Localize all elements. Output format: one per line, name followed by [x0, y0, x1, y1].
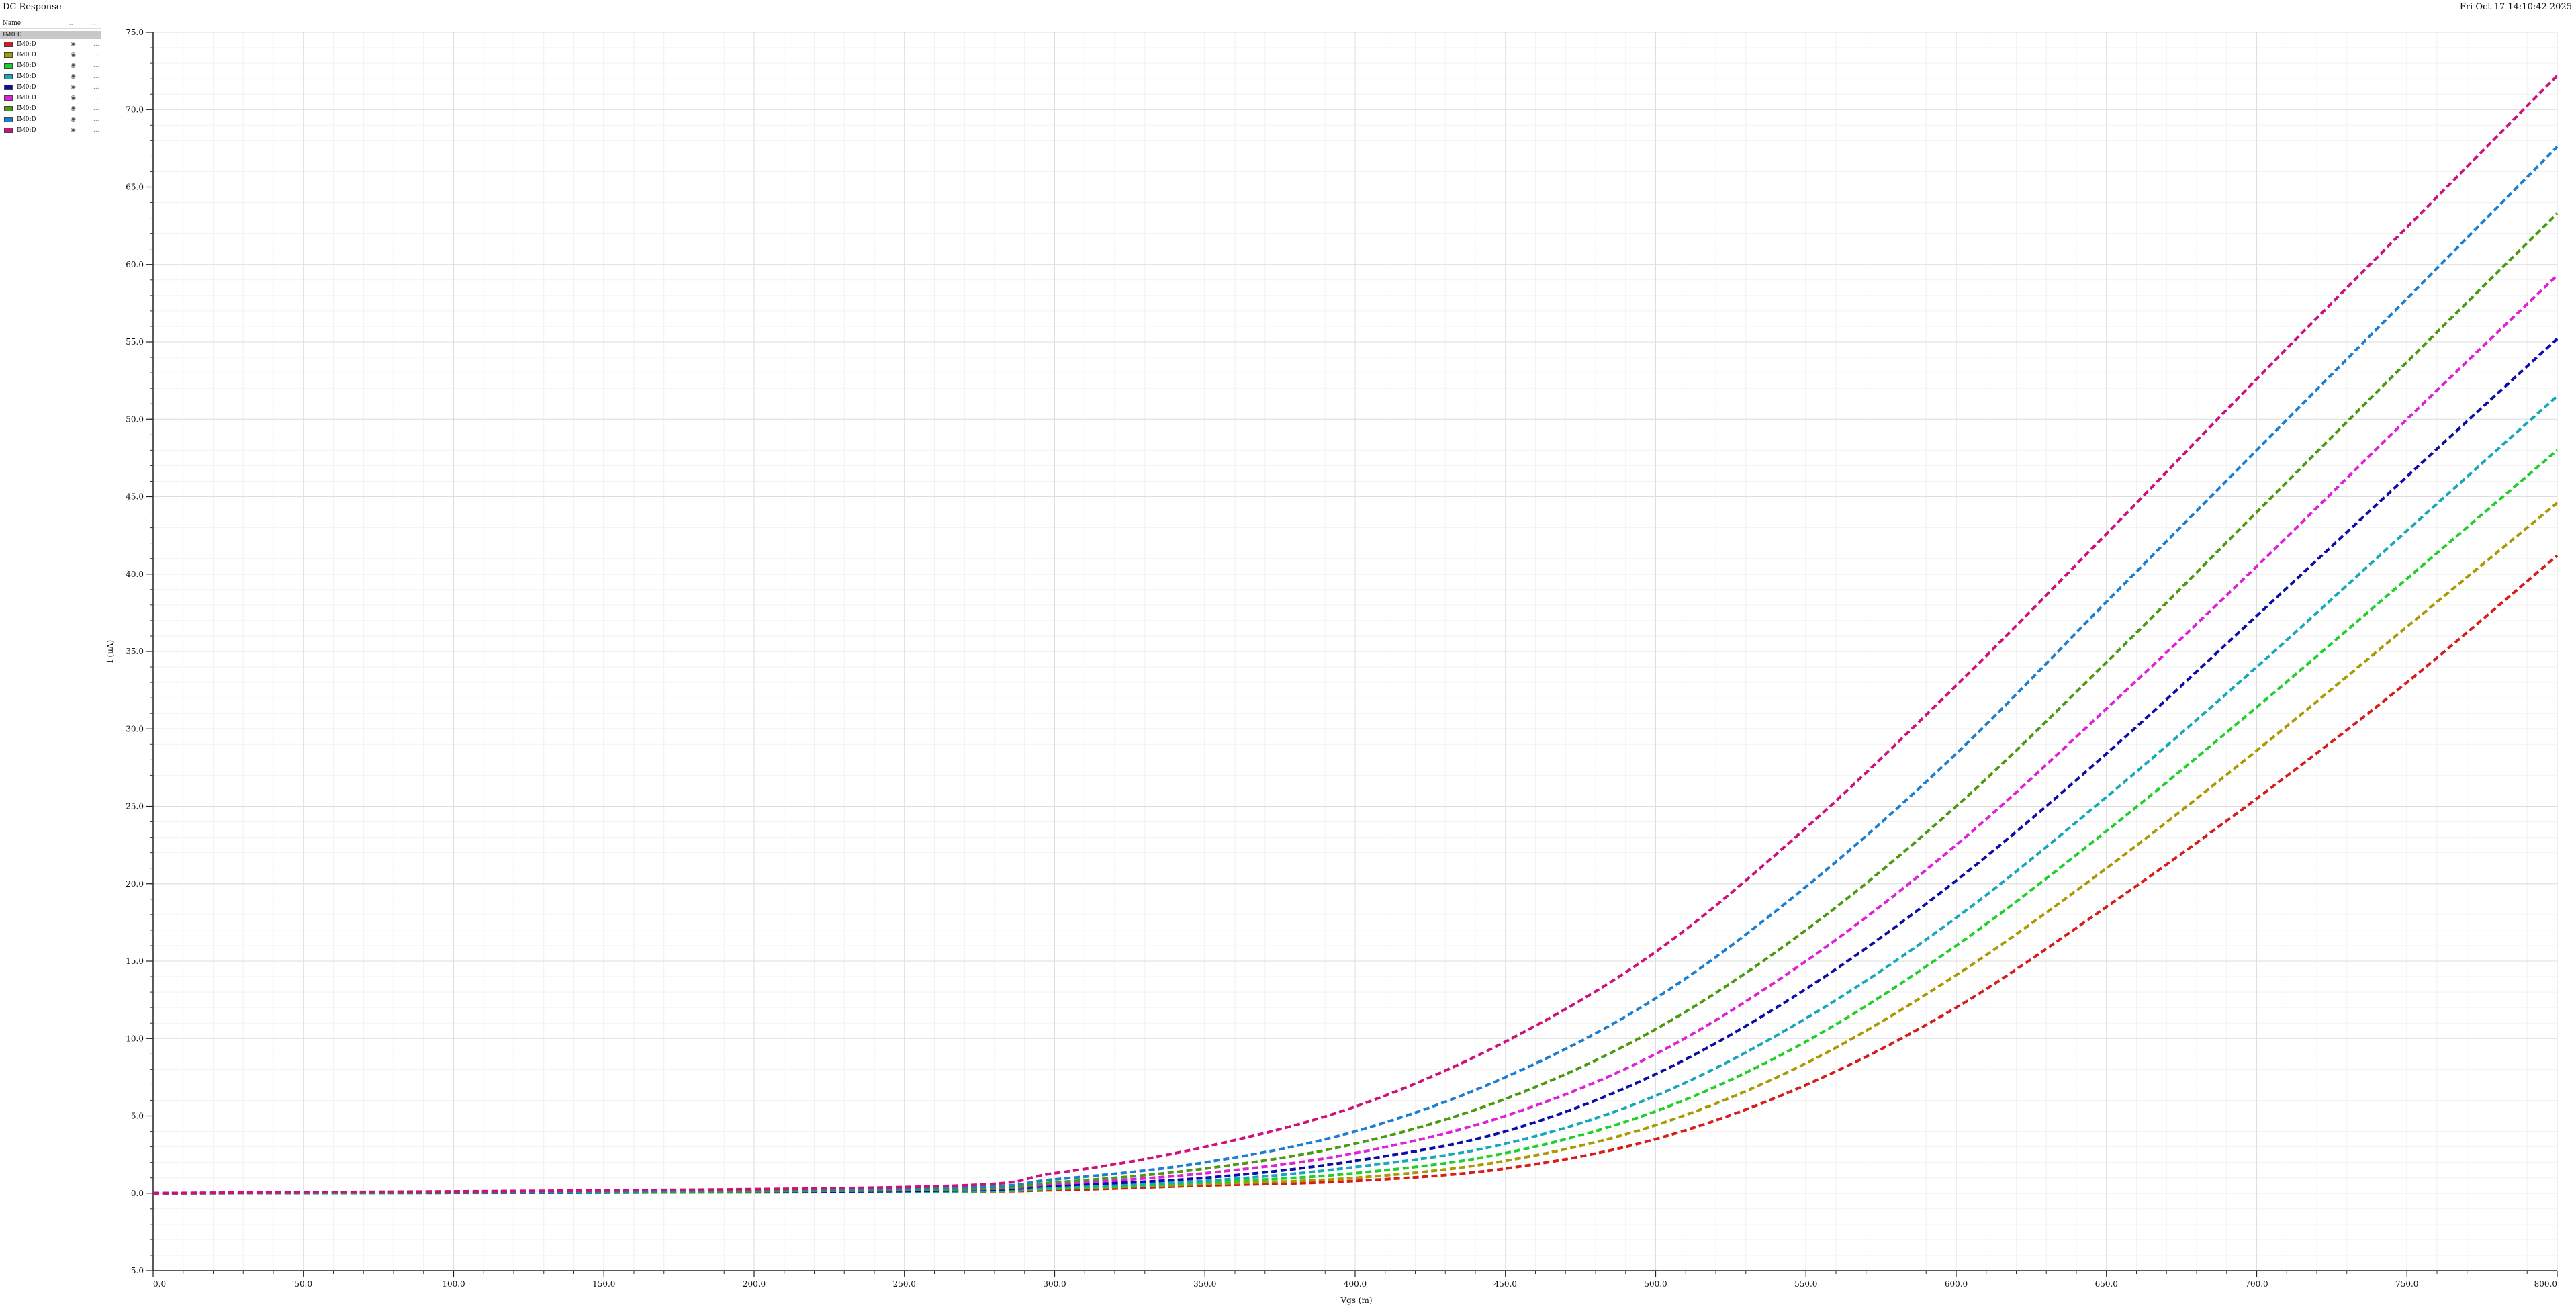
x-tick-label: 700.0 — [2245, 1279, 2268, 1289]
x-tick-label: 200.0 — [743, 1279, 766, 1289]
x-tick-label: 800.0 — [2534, 1279, 2557, 1289]
chart-grid — [153, 32, 2557, 1271]
x-tick-label: 150.0 — [592, 1279, 615, 1289]
x-tick-label: 550.0 — [1794, 1279, 1817, 1289]
y-axis-label: I (uA) — [105, 640, 115, 663]
x-tick-label: 600.0 — [1945, 1279, 1968, 1289]
x-tick-label: 50.0 — [294, 1279, 312, 1289]
x-tick-label: 500.0 — [1644, 1279, 1667, 1289]
x-tick-label: 250.0 — [893, 1279, 916, 1289]
x-axis-label: Vgs (m) — [1340, 1296, 1372, 1305]
y-tick-label: 30.0 — [126, 724, 144, 733]
y-tick-label: 60.0 — [126, 260, 144, 269]
y-tick-label: 25.0 — [126, 802, 144, 811]
x-tick-label: 0.0 — [153, 1279, 166, 1289]
y-tick-label: 20.0 — [126, 879, 144, 889]
y-tick-label: 40.0 — [126, 570, 144, 579]
y-tick-label: 35.0 — [126, 647, 144, 656]
y-tick-label: 45.0 — [126, 492, 144, 502]
y-tick-label: 5.0 — [131, 1112, 144, 1121]
x-tick-label: 300.0 — [1043, 1279, 1066, 1289]
y-tick-label: 75.0 — [126, 28, 144, 37]
x-tick-label: 450.0 — [1494, 1279, 1517, 1289]
y-tick-label: 0.0 — [131, 1189, 144, 1198]
y-tick-label: 65.0 — [126, 183, 144, 192]
y-tick-label: 50.0 — [126, 414, 144, 424]
y-tick-label: 15.0 — [126, 956, 144, 966]
x-tick-label: 350.0 — [1193, 1279, 1216, 1289]
chart-axes: 0.0 50.0 100.0 150.0 200.0 250.0 300.0 350.0 400… — [126, 28, 2557, 1289]
y-tick-label: 10.0 — [126, 1034, 144, 1043]
x-tick-label: 400.0 — [1344, 1279, 1367, 1289]
x-tick-label: 750.0 — [2395, 1279, 2418, 1289]
x-tick-label: 100.0 — [442, 1279, 465, 1289]
y-tick-label: 55.0 — [126, 337, 144, 347]
y-tick-label: -5.0 — [128, 1266, 144, 1275]
x-tick-label: 650.0 — [2095, 1279, 2118, 1289]
y-tick-label: 70.0 — [126, 105, 144, 114]
